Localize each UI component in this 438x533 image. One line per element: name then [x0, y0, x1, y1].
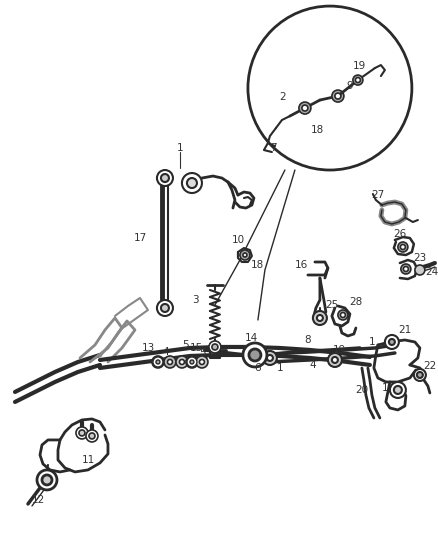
Text: 16: 16: [295, 260, 308, 270]
Circle shape: [176, 356, 187, 368]
Circle shape: [389, 382, 405, 398]
Text: 5: 5: [199, 348, 206, 358]
Text: 9: 9: [346, 81, 353, 91]
Text: 17: 17: [133, 233, 146, 243]
Text: 12: 12: [31, 495, 45, 505]
Circle shape: [155, 360, 159, 364]
Text: 20: 20: [354, 385, 367, 395]
Circle shape: [189, 359, 194, 365]
Circle shape: [152, 356, 163, 368]
Circle shape: [298, 102, 310, 114]
Circle shape: [339, 312, 345, 318]
Text: 13: 13: [141, 343, 154, 353]
Circle shape: [247, 6, 411, 170]
Circle shape: [42, 475, 52, 485]
Circle shape: [388, 339, 394, 345]
Circle shape: [199, 359, 204, 365]
Circle shape: [397, 242, 407, 252]
Circle shape: [312, 311, 326, 325]
Text: 2: 2: [279, 92, 286, 102]
Circle shape: [195, 356, 208, 368]
Circle shape: [242, 343, 266, 367]
Text: 8: 8: [304, 335, 311, 345]
Circle shape: [161, 304, 169, 312]
Circle shape: [152, 357, 162, 367]
Text: 10: 10: [231, 235, 244, 245]
Text: 14: 14: [245, 333, 258, 343]
Text: 3: 3: [192, 295, 199, 305]
Text: 11: 11: [81, 455, 94, 465]
Circle shape: [248, 349, 260, 361]
Circle shape: [413, 369, 425, 381]
Circle shape: [403, 266, 407, 271]
Text: 24: 24: [424, 267, 438, 277]
Circle shape: [262, 351, 276, 365]
Text: 5: 5: [182, 340, 189, 350]
Circle shape: [414, 265, 424, 275]
Circle shape: [89, 433, 95, 439]
Circle shape: [331, 90, 343, 102]
Circle shape: [331, 357, 337, 363]
Circle shape: [161, 174, 169, 182]
Circle shape: [208, 341, 220, 353]
Circle shape: [187, 357, 197, 367]
Text: 1: 1: [381, 383, 387, 393]
Text: 6: 6: [254, 363, 261, 373]
Text: 15: 15: [189, 343, 202, 353]
Text: 4: 4: [162, 347, 169, 357]
Circle shape: [86, 430, 98, 442]
Text: 23: 23: [412, 253, 426, 263]
Circle shape: [157, 170, 173, 186]
Circle shape: [393, 386, 401, 394]
Circle shape: [240, 250, 249, 260]
Text: 26: 26: [392, 229, 406, 239]
Circle shape: [327, 353, 341, 367]
Text: 4: 4: [309, 360, 315, 370]
Text: 25: 25: [325, 300, 338, 310]
Text: 22: 22: [422, 361, 435, 371]
Text: 18: 18: [311, 125, 324, 135]
Text: 1: 1: [368, 337, 374, 347]
Circle shape: [301, 105, 307, 111]
Circle shape: [155, 359, 160, 365]
Text: 28: 28: [349, 297, 362, 307]
Circle shape: [167, 359, 172, 365]
Circle shape: [190, 360, 194, 364]
Circle shape: [337, 310, 347, 320]
Text: 21: 21: [397, 325, 410, 335]
Circle shape: [179, 359, 184, 365]
Circle shape: [157, 300, 173, 316]
Circle shape: [186, 356, 198, 368]
Text: 7: 7: [270, 143, 276, 153]
Circle shape: [399, 245, 404, 249]
Circle shape: [384, 335, 398, 349]
Circle shape: [163, 356, 176, 368]
Circle shape: [416, 372, 422, 378]
Circle shape: [79, 430, 85, 436]
Circle shape: [37, 470, 57, 490]
Circle shape: [187, 178, 197, 188]
Circle shape: [212, 344, 217, 350]
Circle shape: [266, 355, 272, 361]
Circle shape: [334, 93, 340, 99]
Text: 27: 27: [371, 190, 384, 200]
Circle shape: [76, 427, 88, 439]
Text: 18: 18: [251, 260, 264, 270]
Circle shape: [355, 78, 360, 83]
Circle shape: [352, 75, 362, 85]
Circle shape: [316, 315, 322, 321]
Circle shape: [181, 173, 201, 193]
Text: 19: 19: [332, 345, 346, 355]
Text: 1: 1: [176, 143, 183, 153]
Text: 19: 19: [353, 61, 366, 71]
Circle shape: [242, 253, 246, 257]
Text: 1: 1: [276, 363, 283, 373]
Circle shape: [400, 264, 410, 274]
